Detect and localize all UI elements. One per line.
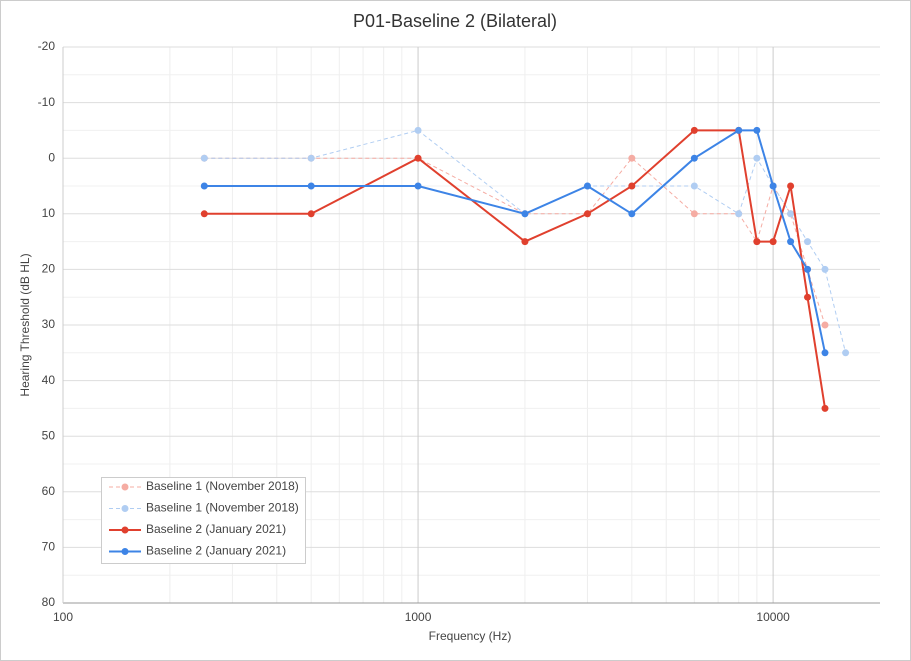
legend-marker	[121, 483, 129, 491]
y-tick-label: 20	[42, 262, 56, 276]
data-point	[690, 210, 698, 218]
data-point	[821, 265, 829, 273]
data-point	[200, 182, 208, 190]
legend-marker	[121, 505, 129, 512]
data-point	[521, 210, 529, 218]
data-point	[787, 210, 795, 218]
data-point	[521, 238, 529, 246]
data-point	[804, 238, 812, 246]
data-point	[787, 238, 795, 246]
data-point	[821, 404, 829, 412]
legend-box	[101, 477, 306, 564]
series-line	[204, 129, 847, 353]
data-point	[628, 154, 636, 162]
data-point	[414, 126, 422, 134]
data-point	[583, 210, 591, 218]
data-point	[753, 126, 761, 134]
y-tick-label: -10	[38, 95, 56, 109]
data-point	[200, 154, 208, 162]
data-point	[804, 265, 812, 273]
data-point	[821, 321, 829, 329]
y-tick-label: 0	[48, 150, 55, 164]
data-point	[690, 182, 698, 190]
data-point	[804, 293, 812, 301]
data-point	[628, 210, 636, 218]
y-axis-label: Hearing Threshold (dB HL)	[18, 253, 32, 396]
legend-marker	[121, 548, 129, 555]
data-point	[753, 154, 761, 162]
x-tick-label: 1000	[405, 610, 432, 624]
data-point	[307, 154, 315, 162]
y-tick-label: 80	[42, 595, 56, 609]
x-tick-label: 10000	[756, 610, 790, 624]
y-tick-label: 10	[42, 206, 56, 220]
legend-label: Baseline 2 (January 2021)	[146, 544, 286, 558]
data-point	[753, 238, 761, 246]
data-point	[769, 238, 777, 246]
y-tick-label: 30	[42, 317, 56, 331]
data-point	[200, 210, 208, 218]
data-point	[690, 154, 698, 162]
y-tick-label: 60	[42, 484, 56, 498]
data-point	[583, 182, 591, 190]
data-point	[307, 210, 315, 218]
data-point	[787, 182, 795, 190]
x-axis-label: Frequency (Hz)	[429, 629, 512, 643]
y-tick-label: 40	[42, 373, 56, 387]
legend-label: Baseline 2 (January 2021)	[146, 522, 286, 536]
data-point	[414, 182, 422, 190]
y-tick-label: 50	[42, 428, 56, 442]
x-tick-label: 100	[53, 610, 73, 624]
data-point	[735, 210, 743, 218]
legend-marker	[121, 526, 129, 534]
legend-label: Baseline 1 (November 2018)	[146, 501, 299, 515]
legend-label: Baseline 1 (November 2018)	[146, 479, 299, 493]
data-point	[414, 154, 422, 162]
data-point	[735, 126, 743, 134]
data-point	[769, 182, 777, 190]
data-point	[821, 349, 829, 357]
data-point	[690, 126, 698, 134]
chart-title: P01-Baseline 2 (Bilateral)	[353, 11, 557, 31]
y-tick-label: -20	[38, 39, 56, 53]
y-tick-label: 70	[42, 540, 56, 554]
data-point	[628, 182, 636, 190]
data-point	[307, 182, 315, 190]
data-point	[842, 349, 850, 357]
